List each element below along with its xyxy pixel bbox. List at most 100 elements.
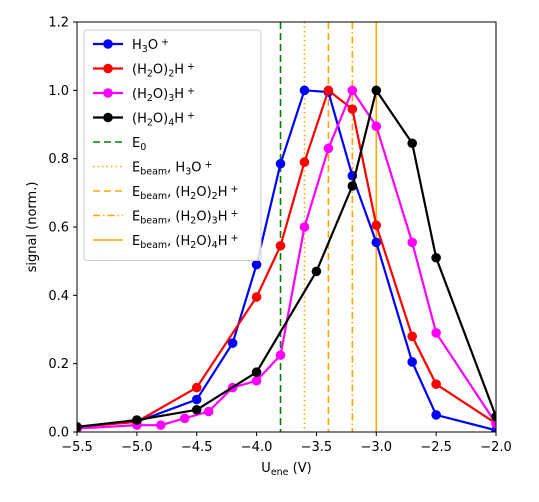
data-point (407, 138, 418, 149)
y-tick-label: 1.2 (48, 16, 69, 31)
text-part: , (H (167, 210, 190, 225)
data-point (275, 158, 286, 169)
text-part: 3 (185, 166, 191, 177)
text-part: + (187, 62, 195, 73)
text-part: 3 (142, 44, 148, 55)
text-part: , (H (167, 185, 190, 200)
series-line-2 (77, 89, 496, 428)
text-part: (V) (289, 461, 312, 476)
data-point (371, 85, 382, 96)
text-part: H (132, 38, 142, 53)
y-tick-label: 0.0 (48, 426, 69, 441)
axes: −5.5 −5.0 −4.5 −4.0 −3.5 −3.0 −2.5 −2.0 0.0 0.2 0.… (25, 16, 512, 478)
text-part: (H (132, 112, 147, 127)
text-part: H (174, 112, 184, 127)
y-tick-label: 0.2 (48, 357, 69, 372)
text-part: 2 (147, 93, 153, 104)
text-part: (H (132, 87, 147, 102)
text-part: beam (140, 215, 167, 226)
data-point (407, 331, 418, 342)
data-point (251, 292, 262, 302)
data-point (275, 350, 286, 360)
data-point (371, 220, 382, 231)
text-part: 4 (168, 117, 174, 128)
legend-box (83, 29, 262, 261)
y-tick-label: 0.8 (48, 152, 69, 167)
text-part: E (132, 185, 140, 200)
text-part: O) (153, 63, 168, 78)
x-tick-label: −3.0 (360, 440, 392, 455)
x-tick-label: −3.5 (301, 440, 333, 455)
text-part: 2 (190, 215, 196, 226)
data-point (311, 266, 322, 277)
data-point (275, 240, 286, 251)
data-point (251, 367, 262, 378)
text-part: H (174, 87, 184, 102)
text-part: H (218, 185, 228, 200)
data-point (132, 415, 142, 425)
text-part: + (187, 86, 195, 97)
data-point (251, 375, 262, 386)
text-part: beam (140, 166, 167, 177)
y-axis-label: signal (norm.) (25, 182, 40, 273)
data-point (251, 259, 262, 270)
text-part: 2 (168, 68, 174, 79)
x-tick-label: −5.0 (121, 440, 153, 455)
data-point (299, 85, 310, 96)
text-part: O) (196, 185, 211, 200)
text-part: 3 (168, 93, 174, 104)
text-part: E (132, 234, 140, 249)
data-point (323, 85, 334, 96)
data-point (299, 157, 310, 167)
text-part: E (132, 210, 140, 225)
x-tick-label: −4.0 (241, 440, 273, 455)
text-part: 2 (190, 191, 196, 202)
text-part: O) (196, 234, 211, 249)
text-part: + (161, 37, 169, 48)
data-point (299, 222, 310, 232)
data-point (191, 382, 202, 393)
x-axis-label: Uene (V) (261, 461, 311, 478)
series-line-4 (77, 89, 496, 428)
data-point (179, 413, 190, 424)
legend-label-9: Ebeam, (H2O)4H + (132, 233, 238, 251)
data-point (323, 143, 334, 154)
data-point (431, 252, 441, 263)
legend-label-1: H3O + (132, 37, 169, 55)
x-tick-label: −2.5 (420, 440, 452, 455)
data-point (203, 406, 214, 417)
x-tick-label: −4.5 (181, 440, 213, 455)
y-tick-label: 0.4 (48, 289, 69, 304)
text-part: H (218, 234, 228, 249)
data-point (347, 181, 358, 191)
data-point (407, 357, 418, 367)
text-part: 4 (212, 240, 218, 251)
legend-label-2: (H2O)2H + (132, 62, 195, 80)
text-part: + (230, 209, 238, 220)
text-part: 2 (190, 240, 196, 251)
text-part: E (132, 161, 140, 176)
data-point (371, 237, 382, 248)
text-part: O) (153, 112, 168, 127)
text-part: beam (140, 240, 167, 251)
data-point (371, 121, 382, 132)
text-part: (H (132, 63, 147, 78)
text-part: ene (271, 467, 289, 478)
text-part: 0 (140, 142, 146, 153)
legend-label-8: Ebeam, (H2O)3H + (132, 209, 238, 227)
text-part: 2 (147, 117, 153, 128)
text-part: O (191, 161, 201, 176)
text-part: H (218, 210, 228, 225)
text-part: O (148, 38, 158, 53)
plot-area (77, 22, 496, 432)
text-part: E (132, 136, 140, 151)
text-part: , H (167, 161, 185, 176)
data-point (347, 104, 358, 114)
data-point (227, 338, 238, 348)
legend-marker-4 (103, 112, 113, 123)
data-point (191, 394, 202, 405)
data-point (491, 411, 496, 422)
legend-marker-2 (103, 63, 113, 74)
